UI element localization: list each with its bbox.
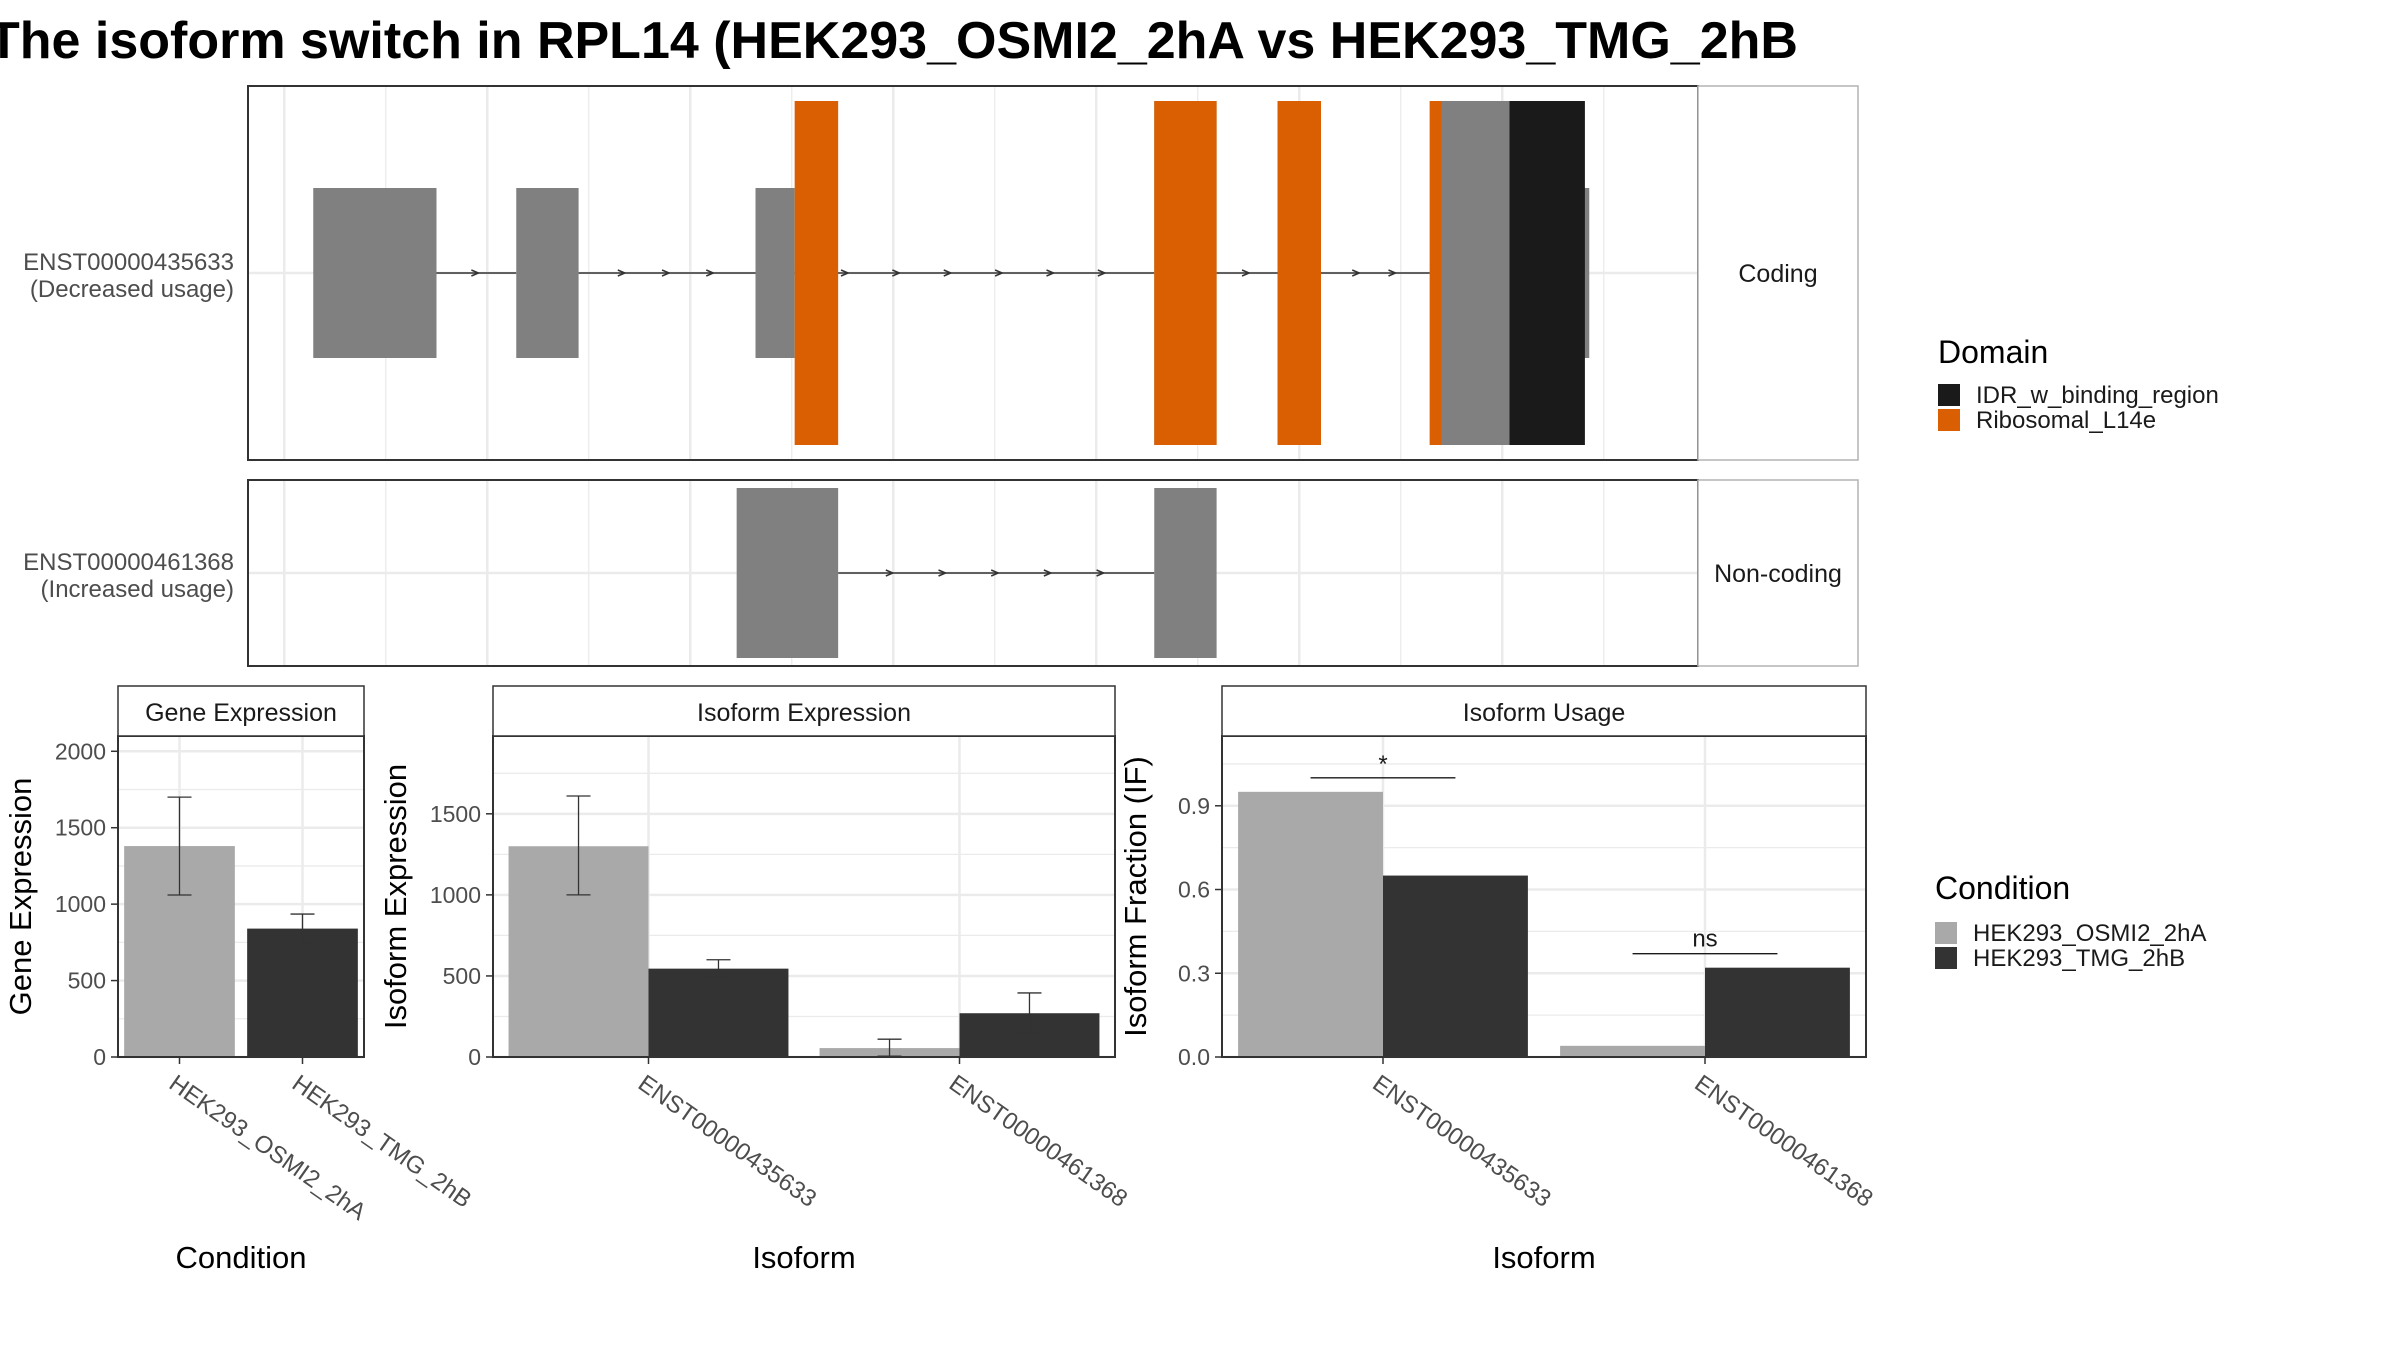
x-axis-title: Isoform — [1492, 1240, 1595, 1275]
bar-condition-b — [1383, 875, 1528, 1057]
bar-condition — [247, 928, 358, 1057]
chart-1: Isoform Expression 0 500 1000 1500 ENST000004… — [378, 685, 1132, 1275]
intron-direction-arrow — [661, 269, 671, 277]
legend-key-swatch — [1935, 947, 1957, 969]
intron-direction-arrow — [1351, 269, 1362, 277]
x-axis-title: Isoform — [752, 1240, 855, 1275]
intron-direction-arrow — [938, 569, 948, 577]
strip-box — [117, 685, 365, 737]
bar-condition-b — [1705, 967, 1850, 1057]
transcript-panel-0: Coding ENST00000435633(Decreased usage) — [23, 85, 1859, 461]
legend-title: Condition — [1935, 870, 2070, 906]
intron-direction-arrow — [885, 569, 895, 577]
y-axis-title: Gene Expression — [3, 778, 38, 1016]
legend-key-label: Ribosomal_L14e — [1976, 407, 2156, 434]
transcript-usage-label: (Decreased usage) — [30, 276, 234, 303]
y-tick-label: 0 — [93, 1044, 106, 1070]
intron-direction-arrow — [840, 269, 850, 277]
exon — [1154, 488, 1217, 658]
strip-box — [1697, 85, 1859, 461]
legend-key-label: HEK293_OSMI2_2hA — [1973, 920, 2206, 947]
y-axis-title: Isoform Expression — [378, 764, 413, 1029]
chart-title: Gene Expression — [145, 699, 337, 727]
domain-idr_w_binding_region — [1509, 101, 1585, 445]
y-tick-label: 2000 — [55, 738, 106, 764]
y-tick-label: 0 — [468, 1044, 481, 1070]
strip-box — [1697, 479, 1859, 667]
bar-condition-a — [1238, 791, 1383, 1057]
y-tick-label: 1000 — [430, 882, 481, 908]
exon-utr — [313, 188, 437, 358]
intron-direction-arrow — [617, 269, 627, 277]
domain-ribosomal_l14e — [1277, 101, 1321, 445]
x-tick-label: ENST00000435633 — [1368, 1070, 1556, 1213]
y-tick-label: 0.0 — [1178, 1044, 1210, 1070]
legends: Domain IDR_w_binding_regionRibosomal_L14e… — [1935, 334, 2219, 972]
y-tick-label: 0.3 — [1178, 960, 1210, 986]
y-tick-label: 0.6 — [1178, 877, 1210, 903]
transcript-id-label: ENST00000461368 — [23, 549, 234, 576]
x-tick-label: ENST00000461368 — [1690, 1070, 1878, 1213]
strip-box — [1221, 685, 1867, 737]
strip-label-category: Coding — [1738, 260, 1817, 288]
x-tick-label: ENST00000461368 — [944, 1070, 1132, 1213]
y-tick-label: 0.9 — [1178, 793, 1210, 819]
intron-direction-arrow — [1241, 269, 1251, 277]
significance-label: * — [1378, 751, 1387, 778]
x-tick-label: ENST00000435633 — [633, 1070, 821, 1213]
legend-key-swatch — [1935, 922, 1957, 944]
domain-ribosomal_l14e — [1154, 101, 1217, 445]
x-tick-label: HEK293_OSMI2_2hA — [164, 1070, 371, 1226]
domain-ribosomal_l14e — [1429, 101, 1442, 445]
significance-label: ns — [1692, 926, 1717, 953]
y-tick-label: 1500 — [55, 815, 106, 841]
domain-ribosomal_l14e — [794, 101, 839, 445]
y-tick-label: 500 — [443, 963, 481, 989]
y-tick-label: 1500 — [430, 801, 481, 827]
legend-key-label: HEK293_TMG_2hB — [1973, 945, 2185, 972]
intron-direction-arrow — [892, 269, 902, 277]
strip-box — [492, 685, 1116, 737]
y-axis-title: Isoform Fraction (IF) — [1118, 756, 1153, 1037]
bar-charts: Gene Expression 0 500 1000 1500 2000 HEK293_OS… — [3, 685, 1878, 1275]
legend-key-swatch — [1938, 409, 1960, 431]
transcript-id-label: ENST00000435633 — [23, 249, 234, 276]
legend-key-swatch — [1938, 384, 1960, 406]
exon — [736, 488, 839, 658]
transcript-usage-label: (Increased usage) — [41, 576, 234, 603]
chart-title: Isoform Expression — [697, 699, 911, 727]
legend-key-label: IDR_w_binding_region — [1976, 382, 2219, 409]
x-axis-title: Condition — [176, 1240, 307, 1275]
intron-direction-arrow — [471, 269, 481, 277]
exon-utr — [516, 188, 579, 358]
bar-condition-b — [648, 968, 789, 1057]
y-tick-label: 1000 — [55, 891, 106, 917]
intron-direction-arrow — [1043, 569, 1053, 577]
intron-direction-arrow — [1388, 269, 1398, 277]
intron-direction-arrow — [705, 269, 716, 277]
y-tick-label: 500 — [68, 968, 106, 994]
transcript-panel-1: Non-coding ENST00000461368(Increased usag… — [23, 479, 1859, 667]
legend-title: Domain — [1938, 334, 2048, 370]
intron-direction-arrow — [994, 269, 1005, 277]
chart-title: Isoform Usage — [1463, 699, 1626, 727]
intron-direction-arrow — [1046, 269, 1056, 277]
transcript-structure-panel: Coding ENST00000435633(Decreased usage) No… — [23, 85, 1859, 667]
exon-utr — [755, 188, 795, 358]
intron-direction-arrow — [990, 569, 1001, 577]
intron-direction-arrow — [1096, 569, 1106, 577]
intron-direction-arrow — [1097, 269, 1107, 277]
figure-title: The isoform switch in RPL14 (HEK293_OSMI… — [0, 12, 1798, 70]
intron-direction-arrow — [943, 269, 953, 277]
bar-condition-a — [1560, 1045, 1705, 1057]
chart-2: * ns Isoform Usage 0.0 0.3 0.6 0.9 ENST00000435… — [1118, 685, 1878, 1275]
strip-label-category: Non-coding — [1714, 560, 1842, 588]
